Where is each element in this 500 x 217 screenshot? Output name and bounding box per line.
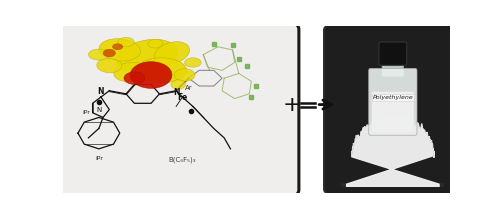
FancyBboxPatch shape	[45, 21, 299, 198]
FancyBboxPatch shape	[324, 23, 462, 196]
Text: +: +	[282, 95, 301, 115]
